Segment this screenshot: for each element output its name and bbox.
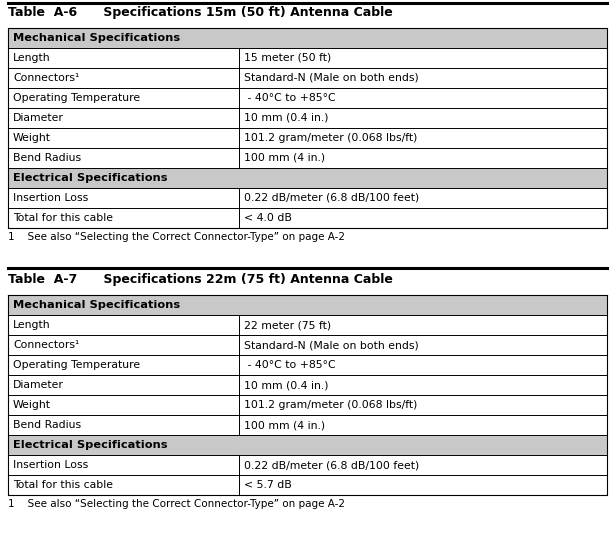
Bar [8, 88, 607, 108]
Text: Operating Temperature: Operating Temperature [13, 93, 140, 103]
Text: Length: Length [13, 320, 50, 330]
Text: Weight: Weight [13, 133, 51, 143]
Text: Diameter: Diameter [13, 380, 64, 390]
Text: 15 meter (50 ft): 15 meter (50 ft) [244, 53, 331, 63]
Bar [8, 395, 607, 415]
Text: Length: Length [13, 53, 50, 63]
Text: 100 mm (4 in.): 100 mm (4 in.) [244, 153, 325, 163]
Text: Operating Temperature: Operating Temperature [13, 360, 140, 370]
Text: Table  A-7      Specifications 22m (75 ft) Antenna Cable: Table A-7 Specifications 22m (75 ft) Ant… [8, 273, 393, 286]
Text: Table  A-6      Specifications 15m (50 ft) Antenna Cable: Table A-6 Specifications 15m (50 ft) Ant… [8, 6, 393, 19]
Bar [8, 455, 607, 475]
Text: 22 meter (75 ft): 22 meter (75 ft) [244, 320, 331, 330]
Text: Bend Radius: Bend Radius [13, 420, 81, 430]
Bar [8, 48, 607, 68]
Bar [8, 335, 607, 355]
Text: 100 mm (4 in.): 100 mm (4 in.) [244, 420, 325, 430]
Text: 101.2 gram/meter (0.068 lbs/ft): 101.2 gram/meter (0.068 lbs/ft) [244, 133, 417, 143]
Text: Diameter: Diameter [13, 113, 64, 123]
Text: Mechanical Specifications: Mechanical Specifications [13, 33, 180, 43]
Text: Connectors¹: Connectors¹ [13, 73, 79, 83]
Text: 0.22 dB/meter (6.8 dB/100 feet): 0.22 dB/meter (6.8 dB/100 feet) [244, 460, 419, 470]
Text: Standard-N (Male on both ends): Standard-N (Male on both ends) [244, 73, 418, 83]
Text: 10 mm (0.4 in.): 10 mm (0.4 in.) [244, 113, 328, 123]
Text: Bend Radius: Bend Radius [13, 153, 81, 163]
Text: - 40°C to +85°C: - 40°C to +85°C [244, 93, 335, 103]
Bar [8, 28, 607, 48]
Text: - 40°C to +85°C: - 40°C to +85°C [244, 360, 335, 370]
Bar [8, 355, 607, 375]
Text: < 5.7 dB: < 5.7 dB [244, 480, 292, 490]
Text: Electrical Specifications: Electrical Specifications [13, 440, 167, 450]
Text: Total for this cable: Total for this cable [13, 213, 113, 223]
Bar [8, 148, 607, 168]
Text: 101.2 gram/meter (0.068 lbs/ft): 101.2 gram/meter (0.068 lbs/ft) [244, 400, 417, 410]
Bar [8, 415, 607, 435]
Text: Electrical Specifications: Electrical Specifications [13, 173, 167, 183]
Bar [8, 375, 607, 395]
Bar [8, 295, 607, 315]
Text: 1    See also “Selecting the Correct Connector-Type” on page A-2: 1 See also “Selecting the Correct Connec… [8, 232, 345, 242]
Text: < 4.0 dB: < 4.0 dB [244, 213, 292, 223]
Bar [8, 315, 607, 335]
Bar [8, 108, 607, 128]
Bar [8, 68, 607, 88]
Bar [8, 168, 607, 188]
Text: Standard-N (Male on both ends): Standard-N (Male on both ends) [244, 340, 418, 350]
Text: 1    See also “Selecting the Correct Connector-Type” on page A-2: 1 See also “Selecting the Correct Connec… [8, 499, 345, 509]
Bar [8, 475, 607, 495]
Text: Insertion Loss: Insertion Loss [13, 193, 88, 203]
Text: Connectors¹: Connectors¹ [13, 340, 79, 350]
Text: 10 mm (0.4 in.): 10 mm (0.4 in.) [244, 380, 328, 390]
Bar [8, 128, 607, 148]
Bar [8, 188, 607, 208]
Text: 0.22 dB/meter (6.8 dB/100 feet): 0.22 dB/meter (6.8 dB/100 feet) [244, 193, 419, 203]
Text: Mechanical Specifications: Mechanical Specifications [13, 300, 180, 310]
Text: Weight: Weight [13, 400, 51, 410]
Bar [8, 208, 607, 228]
Bar [8, 435, 607, 455]
Text: Total for this cable: Total for this cable [13, 480, 113, 490]
Text: Insertion Loss: Insertion Loss [13, 460, 88, 470]
